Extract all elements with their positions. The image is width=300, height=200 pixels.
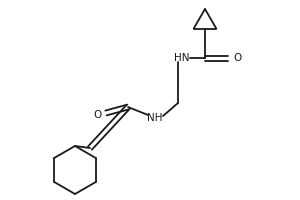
Text: O: O [233, 53, 241, 63]
Text: HN: HN [174, 53, 190, 63]
Text: O: O [93, 110, 101, 120]
Text: NH: NH [147, 113, 163, 123]
